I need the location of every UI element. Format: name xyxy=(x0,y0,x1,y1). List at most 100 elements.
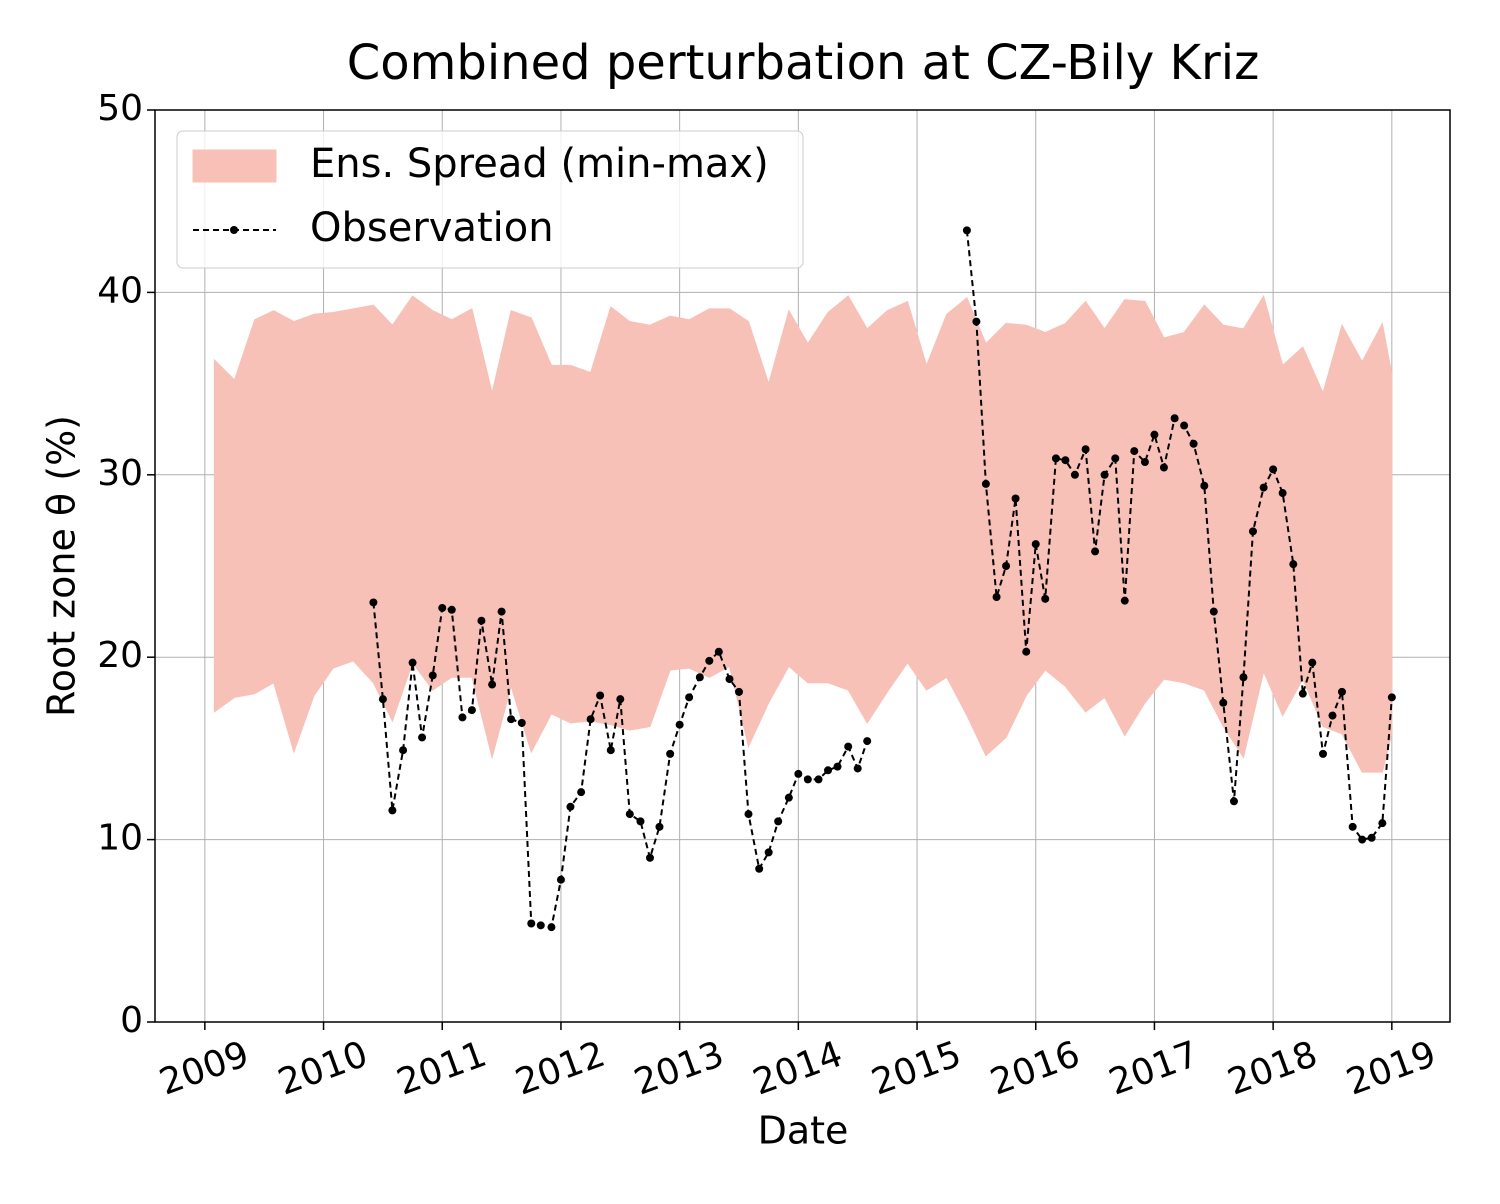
observation-point xyxy=(1031,540,1040,549)
observation-point xyxy=(527,919,536,928)
observation-point xyxy=(844,742,853,751)
observation-point xyxy=(497,607,506,616)
x-tick-label: 2013 xyxy=(629,1034,729,1104)
observation-point xyxy=(388,806,397,815)
observation-point xyxy=(438,603,447,612)
observation-point xyxy=(685,693,694,702)
observation-point xyxy=(1140,458,1149,467)
observation-point xyxy=(1200,481,1209,490)
observation-point xyxy=(764,848,773,857)
observation-point xyxy=(833,762,842,771)
observation-point xyxy=(666,749,675,758)
observation-point xyxy=(1318,749,1327,758)
observation-point xyxy=(774,817,783,826)
observation-point xyxy=(1367,833,1376,842)
observation-point xyxy=(399,746,408,755)
observation-point xyxy=(1091,547,1100,556)
y-tick-label: 40 xyxy=(97,270,143,311)
observation-point xyxy=(675,720,684,729)
observation-point xyxy=(1289,560,1298,569)
observation-point xyxy=(1170,414,1179,423)
observation-point xyxy=(1348,822,1357,831)
y-tick-label: 10 xyxy=(97,818,143,859)
observation-point xyxy=(981,479,990,488)
observation-point xyxy=(1219,698,1228,707)
observation-point xyxy=(1278,489,1287,498)
observation-point xyxy=(577,788,586,797)
observation-point xyxy=(1229,797,1238,806)
observation-point xyxy=(1248,527,1257,536)
observation-point xyxy=(972,317,981,326)
observation-point xyxy=(645,853,654,862)
observation-point xyxy=(616,695,625,704)
observation-point xyxy=(1239,673,1248,682)
observation-point xyxy=(625,810,634,819)
x-tick-label: 2016 xyxy=(985,1034,1085,1104)
observation-point xyxy=(1269,465,1278,474)
observation-point xyxy=(1180,421,1189,430)
observation-point xyxy=(1100,470,1109,479)
observation-point xyxy=(1002,562,1011,570)
y-tick-label: 0 xyxy=(120,1000,143,1041)
observation-point xyxy=(725,675,734,684)
x-axis-label: Date xyxy=(758,1109,849,1153)
x-tick-label: 2019 xyxy=(1341,1034,1441,1104)
observation-point xyxy=(1387,693,1396,702)
x-tick-label: 2017 xyxy=(1104,1034,1204,1104)
observation-point xyxy=(962,226,971,235)
observation-point xyxy=(547,923,556,932)
observation-point xyxy=(1130,447,1139,456)
observation-point xyxy=(636,817,645,826)
y-axis-label: Root zone θ (%) xyxy=(40,415,84,717)
observation-point xyxy=(507,715,516,724)
observation-point xyxy=(992,593,1001,602)
observation-point xyxy=(369,598,378,607)
x-tick-label: 2014 xyxy=(748,1034,848,1104)
observation-point xyxy=(1041,594,1050,603)
legend-label: Ens. Spread (min-max) xyxy=(310,141,769,187)
observation-point xyxy=(1120,596,1129,605)
observation-point xyxy=(1378,819,1387,828)
legend-box xyxy=(176,130,804,269)
observation-point xyxy=(1308,658,1317,667)
observation-point xyxy=(536,921,545,930)
observation-point xyxy=(695,673,704,682)
y-tick-label: 50 xyxy=(97,88,143,129)
x-tick-label: 2011 xyxy=(392,1034,492,1104)
observation-point xyxy=(705,656,714,665)
legend-label: Observation xyxy=(310,205,554,251)
observation-point xyxy=(714,647,723,656)
observation-point xyxy=(606,746,615,755)
observation-point xyxy=(1358,835,1367,844)
observation-point xyxy=(1189,439,1198,448)
observation-point xyxy=(378,695,387,704)
observation-point xyxy=(803,775,812,784)
observation-point xyxy=(596,691,605,700)
observation-point xyxy=(1081,445,1090,454)
observation-point xyxy=(1328,711,1337,720)
x-tick-label: 2012 xyxy=(510,1034,610,1104)
observation-point xyxy=(1298,689,1307,698)
y-tick-label: 30 xyxy=(97,453,143,494)
observation-point xyxy=(467,706,476,715)
legend-marker xyxy=(230,226,238,234)
spread-band xyxy=(213,294,1393,773)
chart-title: Combined perturbation at CZ-Bily Kriz xyxy=(347,35,1260,91)
observation-point xyxy=(488,680,497,689)
observation-point xyxy=(447,605,456,614)
observation-point xyxy=(428,671,437,680)
observation-point xyxy=(1051,454,1060,463)
plot-frame xyxy=(154,109,1451,1023)
x-tick-label: 2010 xyxy=(273,1034,373,1104)
observation-point xyxy=(784,793,793,802)
legend: Ens. Spread (min-max) Observation xyxy=(176,130,804,269)
x-tick-label: 2018 xyxy=(1223,1034,1323,1104)
observation-point xyxy=(655,822,664,831)
observation-point xyxy=(418,733,427,742)
observation-point xyxy=(556,875,565,884)
observation-point xyxy=(1159,463,1168,472)
observation-line xyxy=(372,230,1393,929)
observation-point xyxy=(458,713,467,722)
x-tick-label: 2009 xyxy=(154,1034,254,1104)
observation-point xyxy=(863,737,872,746)
